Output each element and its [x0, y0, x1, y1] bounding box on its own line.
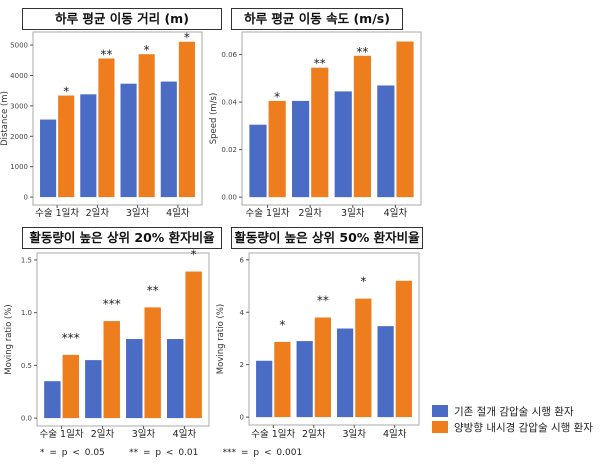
chart-3-significance: ***: [62, 331, 80, 345]
chart-4-bar-control: [296, 341, 313, 418]
chart-3-ytick-label: 1.0: [21, 309, 32, 317]
chart-1-ytick-label: 0: [24, 194, 28, 202]
chart-2-bar-treatment: [311, 67, 329, 198]
chart-2-bar-treatment: [353, 55, 371, 198]
chart-2-bar-treatment: [268, 100, 286, 198]
chart-3-ytick-label: 0.5: [21, 362, 32, 370]
chart-3-bar-control: [167, 339, 184, 419]
chart-3-bar-treatment: [62, 354, 79, 419]
chart-4-significance: *: [360, 275, 366, 289]
chart-2-ylabel: Speed (m/s): [209, 93, 219, 145]
chart-1-title: 하루 평균 이동 거리 (m): [22, 8, 222, 30]
chart-1-bar-control: [80, 94, 97, 198]
chart-4-bar-treatment: [274, 341, 291, 418]
chart-4-ytick-label: 4: [240, 309, 245, 317]
legend-item-control: 기존 절개 감압술 시행 환자: [432, 403, 593, 419]
chart-2-bar-control: [334, 91, 352, 198]
chart-2-bar-control: [377, 85, 395, 198]
chart-2-xtick-label: 4일차: [384, 207, 408, 219]
chart-3-bar-control: [44, 381, 61, 419]
chart-4-bar-treatment: [355, 298, 372, 418]
chart-2-xtick-label: 수술 1일차: [246, 207, 290, 219]
chart-4-significance: **: [317, 294, 329, 308]
chart-2-xtick-label: 2일차: [298, 207, 322, 219]
chart-1-significance: *: [144, 43, 150, 57]
chart-1-bar-treatment: [58, 95, 75, 198]
chart-2-xtick-label: 3일차: [341, 207, 365, 219]
legend-swatch-treatment: [432, 421, 448, 433]
legend-label-treatment: 양방향 내시경 감압술 시행 환자: [454, 421, 593, 434]
chart-2-significance: **: [314, 57, 326, 71]
chart-1-ytick-label: 4000: [10, 72, 28, 80]
chart-2-bar-control: [249, 124, 267, 198]
chart-4-bar-control: [377, 326, 394, 418]
chart-4-xtick-label: 2일차: [302, 428, 326, 440]
chart-4-significance: *: [279, 318, 285, 332]
chart-1-xtick-label: 수술 1일차: [35, 207, 79, 219]
chart-3-ylabel: Moving ratio (%): [4, 304, 14, 374]
chart-2-ytick-label: 0.04: [221, 99, 237, 107]
chart-4-bar-treatment: [314, 317, 331, 418]
chart-1-ytick-label: 5000: [10, 42, 28, 50]
chart-3-bar-control: [126, 339, 143, 419]
chart-1-significance: *: [184, 31, 190, 45]
chart-3-bar-control: [85, 360, 102, 419]
chart-2-bar-control: [292, 100, 310, 198]
legend-item-treatment: 양방향 내시경 감압술 시행 환자: [432, 419, 593, 435]
chart-2-significance: **: [356, 45, 368, 59]
chart-1-significance: **: [100, 47, 112, 61]
legend: 기존 절개 감압술 시행 환자 양방향 내시경 감압술 시행 환자: [432, 403, 593, 435]
chart-4-ytick-label: 6: [240, 256, 245, 264]
chart-4-bar-control: [337, 328, 354, 418]
chart-3-bar-treatment: [103, 321, 120, 419]
legend-swatch-control: [432, 405, 448, 417]
chart-1-ylabel: Distance (m): [0, 91, 10, 146]
chart-4-title: 활동량이 높은 상위 50% 환자비율: [231, 227, 423, 249]
chart-3-title: 활동량이 높은 상위 20% 환자비율: [22, 227, 222, 249]
chart-3-xtick-label: 2일차: [91, 428, 115, 440]
chart-4-ytick-label: 0: [240, 414, 244, 422]
chart-2-ytick-label: 0.06: [221, 51, 237, 59]
legend-label-control: 기존 절개 감압술 시행 환자: [454, 405, 574, 418]
chart-4-ylabel: Moving ratio (%): [216, 304, 226, 374]
chart-1-ytick-label: 3000: [10, 102, 28, 110]
chart-1-ytick-label: 2000: [10, 133, 28, 141]
chart-2-significance: *: [274, 90, 280, 104]
chart-1-ytick-label: 1000: [10, 163, 28, 171]
chart-4-xtick-label: 수술 1일차: [251, 428, 295, 440]
chart-4-ytick-label: 2: [240, 361, 244, 369]
chart-4-xtick-label: 3일차: [342, 428, 366, 440]
chart-3-xtick-label: 3일차: [132, 428, 156, 440]
chart-2-title: 하루 평균 이동 속도 (m/s): [231, 8, 403, 30]
chart-4-bar-control: [256, 360, 273, 418]
chart-3-ytick-label: 0.0: [21, 415, 32, 423]
chart-2-bar-treatment: [396, 41, 414, 198]
chart-3-bar-treatment: [185, 271, 202, 419]
chart-3-bar-treatment: [144, 307, 161, 419]
chart-1-xtick-label: 2일차: [86, 207, 110, 219]
chart-3-significance: **: [147, 283, 159, 297]
chart-4-xtick-label: 4일차: [383, 428, 407, 440]
chart-1-bar-treatment: [138, 54, 155, 198]
chart-4-bar-treatment: [395, 280, 412, 418]
chart-1-bar-control: [40, 119, 57, 198]
chart-1-xtick-label: 3일차: [126, 207, 150, 219]
chart-3-xtick-label: 수술 1일차: [40, 428, 84, 440]
chart-1-bar-treatment: [98, 58, 115, 198]
chart-3-significance: ***: [103, 297, 121, 311]
chart-1-bar-control: [120, 83, 137, 198]
chart-3-significance: *: [191, 248, 197, 262]
chart-2-ytick-label: 0.02: [221, 146, 237, 154]
chart-2-ytick-label: 0.00: [221, 194, 237, 202]
chart-1-bar-control: [160, 81, 177, 198]
significance-footnote: * = p < 0.05 ** = p < 0.01 *** = p < 0.0…: [40, 448, 303, 458]
chart-1-significance: *: [63, 85, 69, 99]
chart-1-xtick-label: 4일차: [166, 207, 190, 219]
chart-3-ytick-label: 1.5: [21, 256, 32, 264]
chart-3-xtick-label: 4일차: [173, 428, 197, 440]
chart-1-bar-treatment: [178, 41, 195, 198]
